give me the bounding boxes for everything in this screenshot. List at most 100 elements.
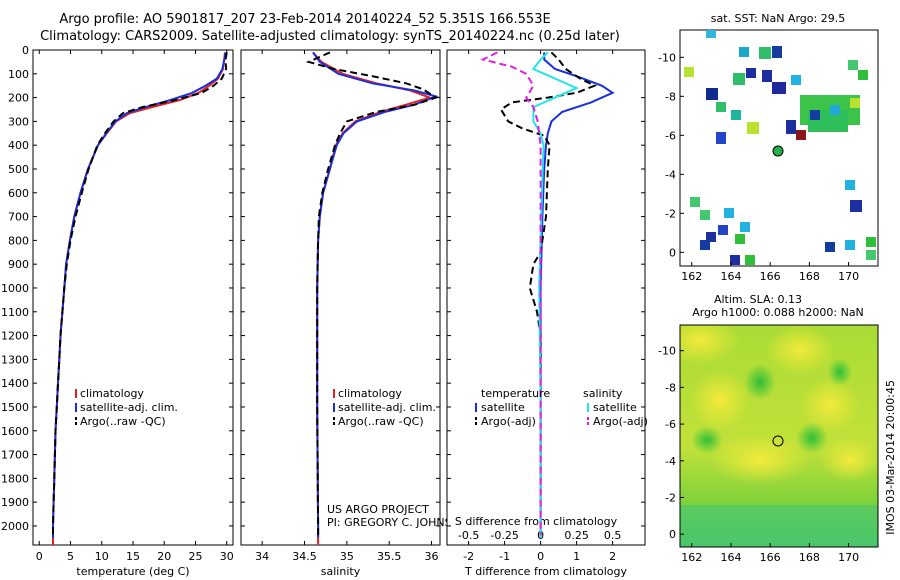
sst-patch: [733, 73, 745, 85]
map-lon-label: 164: [720, 270, 741, 283]
map-lat-label: -4: [665, 455, 676, 468]
salinity-xlabel: salinity: [321, 565, 361, 578]
sst-patch: [706, 30, 716, 38]
x-tick-label: 1: [573, 550, 580, 563]
depth-tick-label: 1500: [1, 401, 29, 414]
x-tick-label: 35.5: [377, 550, 402, 563]
depth-tick-label: 400: [8, 139, 29, 152]
sst-patch: [706, 88, 718, 100]
map-lat-label: -6: [665, 129, 676, 142]
series-satellite: [52, 52, 227, 538]
sla-blobs: [680, 325, 878, 547]
map-lon-label: 166: [760, 551, 781, 564]
depth-tick-label: 800: [8, 234, 29, 247]
x-tick-label: -1: [499, 550, 510, 563]
s-tick-label: 0.5: [604, 529, 622, 542]
temperature-panel: 0100200300400500600700800900100011001200…: [1, 44, 234, 578]
sst-patch: [724, 208, 734, 218]
sst-patch: [845, 180, 855, 190]
figure-title-line1: Argo profile: AO 5901817_207 23-Feb-2014…: [59, 12, 551, 27]
depth-tick-label: 0: [22, 44, 29, 57]
depth-tick-label: 2000: [1, 520, 29, 533]
sst-patch: [747, 122, 759, 134]
map-lon-label: 170: [838, 551, 859, 564]
sst-patch: [772, 82, 786, 94]
sst-patch: [866, 237, 876, 247]
sst-patch: [796, 130, 806, 140]
depth-tick-label: 1700: [1, 449, 29, 462]
x-tick-label: 10: [95, 550, 109, 563]
sst-patch: [745, 255, 755, 265]
project-annotation: US ARGO PROJECT: [327, 503, 429, 516]
map-lat-label: -8: [665, 90, 676, 103]
sst-patch: [858, 70, 868, 80]
legend-label: satellite: [593, 401, 637, 414]
x-tick-label: 0: [537, 550, 544, 563]
difference-axes-frame: [446, 49, 646, 546]
map-lon-label: 162: [681, 551, 702, 564]
x-tick-label: 0: [36, 550, 43, 563]
sst-patch: [690, 197, 700, 207]
legend-label: Argo(..raw -QC): [338, 415, 424, 428]
sst-patches: [684, 30, 876, 265]
x-tick-label: -2: [463, 550, 474, 563]
sst-patch: [700, 210, 710, 220]
sst-patch: [739, 47, 749, 57]
s-axis-label: S difference from climatology: [455, 515, 618, 528]
salinity-axes-frame: [240, 49, 441, 546]
legend-label: climatology: [80, 387, 144, 400]
sst-patch: [762, 70, 772, 82]
sst-patch: [848, 60, 858, 70]
x-tick-label: 25: [189, 550, 203, 563]
x-tick-label: 36: [425, 550, 439, 563]
project-annotation: PI: GREGORY C. JOHNSON: [327, 516, 468, 529]
map-lon-label: 170: [838, 270, 859, 283]
s-tick-label: -0.25: [490, 529, 518, 542]
map-lat-label: 0: [669, 246, 676, 259]
map-lat-label: -8: [665, 381, 676, 394]
legend-label: climatology: [338, 387, 402, 400]
series-t-argo: [499, 51, 598, 536]
sst-patch: [845, 240, 855, 250]
depth-tick-label: 200: [8, 92, 29, 105]
sst-map: sat. SST: NaN Argo: 29.5 162 164 166 168 170…: [658, 12, 879, 283]
legend-label: Argo(-adj): [481, 415, 536, 428]
depth-tick-label: 1000: [1, 282, 29, 295]
x-tick-label: 20: [157, 550, 171, 563]
legend-header-salinity: salinity: [583, 387, 623, 400]
x-tick-label: 15: [126, 550, 140, 563]
legend-label: Argo(-adj): [593, 415, 648, 428]
difference-xlabel: T difference from climatology: [464, 565, 627, 578]
depth-tick-label: 1100: [1, 306, 29, 319]
map-lat-label: -4: [665, 168, 676, 181]
sla-map-title1: Altim. SLA: 0.13: [714, 293, 802, 306]
sst-patch: [718, 225, 728, 235]
map-lat-label: -10: [658, 51, 676, 64]
argo-float-marker: [772, 145, 784, 157]
sla-map-frame: [679, 324, 879, 548]
sst-patch: [684, 67, 694, 77]
sst-patch: [731, 110, 741, 120]
figure-title-line2: Climatology: CARS2009. Satellite-adjuste…: [40, 29, 620, 44]
series-s-argo: [480, 51, 542, 536]
map-lon-label: 166: [760, 270, 781, 283]
sst-patch: [772, 46, 782, 58]
series-argo: [305, 51, 439, 536]
sst-patch: [825, 242, 835, 252]
temperature-xlabel: temperature (deg C): [76, 565, 189, 578]
salinity-panel: 34 34.5 35 35.5 36 salinity climatologysatelli…: [240, 49, 468, 578]
sst-patch: [759, 47, 771, 59]
depth-tick-label: 1300: [1, 353, 29, 366]
x-tick-label: 2: [609, 550, 616, 563]
depth-tick-label: 600: [8, 187, 29, 200]
sst-map-title: sat. SST: NaN Argo: 29.5: [711, 12, 845, 25]
map-lon-label: 164: [720, 551, 741, 564]
sst-patch: [786, 120, 796, 134]
map-lon-label: 168: [799, 270, 820, 283]
map-lat-label: -2: [665, 491, 676, 504]
sst-patch: [850, 98, 860, 108]
imos-timestamp-label: IMOS 03-Mar-2014 20:00:45: [884, 380, 897, 535]
depth-tick-label: 100: [8, 68, 29, 81]
series-t-satellite: [539, 52, 615, 538]
